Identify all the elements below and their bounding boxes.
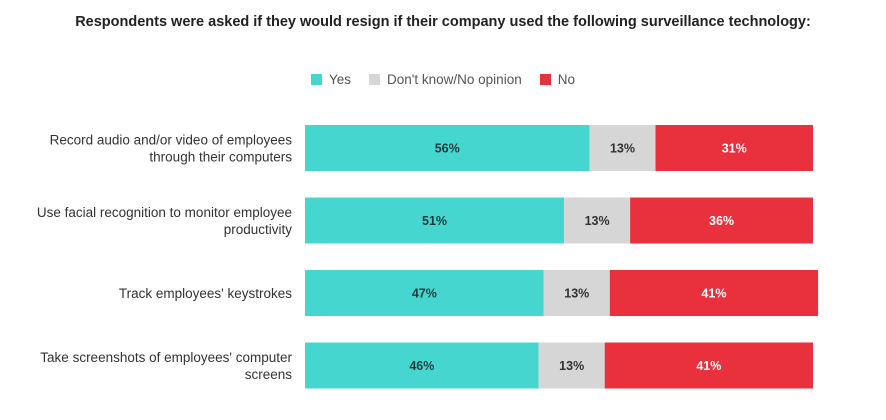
legend: Yes Don't know/No opinion No — [0, 72, 886, 87]
bar-segment — [609, 270, 819, 316]
data-label: 13% — [559, 359, 584, 373]
legend-swatch — [311, 74, 323, 85]
legend-item: Don't know/No opinion — [369, 72, 522, 87]
category-label: Take screenshots of employees' computer s… — [40, 350, 292, 382]
data-label: 46% — [409, 359, 434, 373]
data-label: 31% — [722, 142, 747, 156]
data-label: 41% — [696, 359, 721, 373]
bar-segment — [305, 270, 544, 316]
category-label: Use facial recognition to monitor employ… — [37, 205, 292, 237]
data-label: 36% — [709, 214, 734, 228]
bar-segment — [305, 342, 539, 389]
bar-segment — [655, 125, 813, 171]
legend-swatch — [539, 74, 551, 85]
legend-item: Yes — [311, 72, 351, 87]
data-label: 51% — [422, 214, 447, 228]
bar-segment — [564, 197, 631, 244]
bar-segment — [543, 270, 610, 316]
legend-item: No — [539, 72, 575, 87]
bar-segment — [630, 197, 813, 244]
bar-segment — [305, 125, 590, 171]
legend-label: No — [557, 72, 575, 87]
bar-segment — [604, 342, 813, 389]
legend-swatch — [369, 74, 381, 85]
bar-segment — [538, 342, 605, 389]
data-label: 47% — [412, 287, 437, 301]
data-label: 13% — [610, 142, 635, 156]
bar-segment — [589, 125, 656, 171]
bar-segment — [305, 197, 565, 244]
data-label: 41% — [701, 287, 726, 301]
data-label: 56% — [435, 142, 460, 156]
data-label: 13% — [585, 214, 610, 228]
legend-label: Don't know/No opinion — [387, 72, 522, 87]
category-label: Record audio and/or video of employees th… — [50, 133, 293, 165]
chart-title: Respondents were asked if they would res… — [75, 14, 811, 30]
legend-label: Yes — [329, 72, 352, 87]
category-label: Track employees' keystrokes — [119, 286, 292, 301]
data-label: 13% — [564, 287, 589, 301]
